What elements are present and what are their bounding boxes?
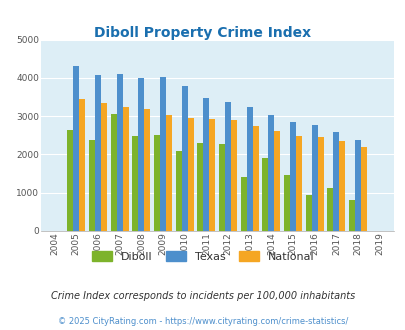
Bar bbox=[354, 140, 360, 231]
Bar bbox=[181, 85, 187, 231]
Bar bbox=[283, 175, 289, 231]
Bar bbox=[262, 158, 268, 231]
Bar bbox=[122, 107, 128, 231]
Bar bbox=[138, 78, 144, 231]
Bar bbox=[101, 103, 107, 231]
Bar bbox=[175, 151, 181, 231]
Bar bbox=[289, 122, 295, 231]
Bar bbox=[67, 130, 73, 231]
Bar bbox=[360, 147, 366, 231]
Bar bbox=[274, 131, 280, 231]
Bar bbox=[246, 107, 252, 231]
Bar bbox=[224, 102, 230, 231]
Bar bbox=[326, 188, 333, 231]
Bar bbox=[166, 115, 172, 231]
Bar bbox=[317, 137, 323, 231]
Bar bbox=[95, 75, 101, 231]
Legend: Diboll, Texas, National: Diboll, Texas, National bbox=[87, 247, 318, 267]
Bar bbox=[110, 114, 116, 231]
Bar bbox=[73, 66, 79, 231]
Bar bbox=[252, 126, 258, 231]
Bar bbox=[203, 98, 209, 231]
Bar bbox=[197, 143, 203, 231]
Bar bbox=[295, 136, 301, 231]
Bar bbox=[230, 120, 237, 231]
Bar bbox=[268, 115, 274, 231]
Bar bbox=[187, 118, 193, 231]
Bar bbox=[305, 195, 311, 231]
Bar bbox=[79, 99, 85, 231]
Text: Diboll Property Crime Index: Diboll Property Crime Index bbox=[94, 26, 311, 40]
Bar bbox=[116, 74, 122, 231]
Text: © 2025 CityRating.com - https://www.cityrating.com/crime-statistics/: © 2025 CityRating.com - https://www.city… bbox=[58, 317, 347, 326]
Bar bbox=[153, 135, 160, 231]
Bar bbox=[89, 140, 95, 231]
Bar bbox=[132, 136, 138, 231]
Bar bbox=[339, 141, 345, 231]
Bar bbox=[209, 119, 215, 231]
Bar bbox=[144, 109, 150, 231]
Bar bbox=[311, 125, 317, 231]
Bar bbox=[160, 77, 166, 231]
Bar bbox=[240, 178, 246, 231]
Bar bbox=[348, 200, 354, 231]
Bar bbox=[218, 145, 224, 231]
Bar bbox=[333, 132, 339, 231]
Text: Crime Index corresponds to incidents per 100,000 inhabitants: Crime Index corresponds to incidents per… bbox=[51, 291, 354, 301]
